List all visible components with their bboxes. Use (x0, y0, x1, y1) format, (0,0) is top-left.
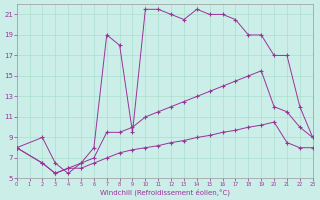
X-axis label: Windchill (Refroidissement éolien,°C): Windchill (Refroidissement éolien,°C) (100, 188, 230, 196)
